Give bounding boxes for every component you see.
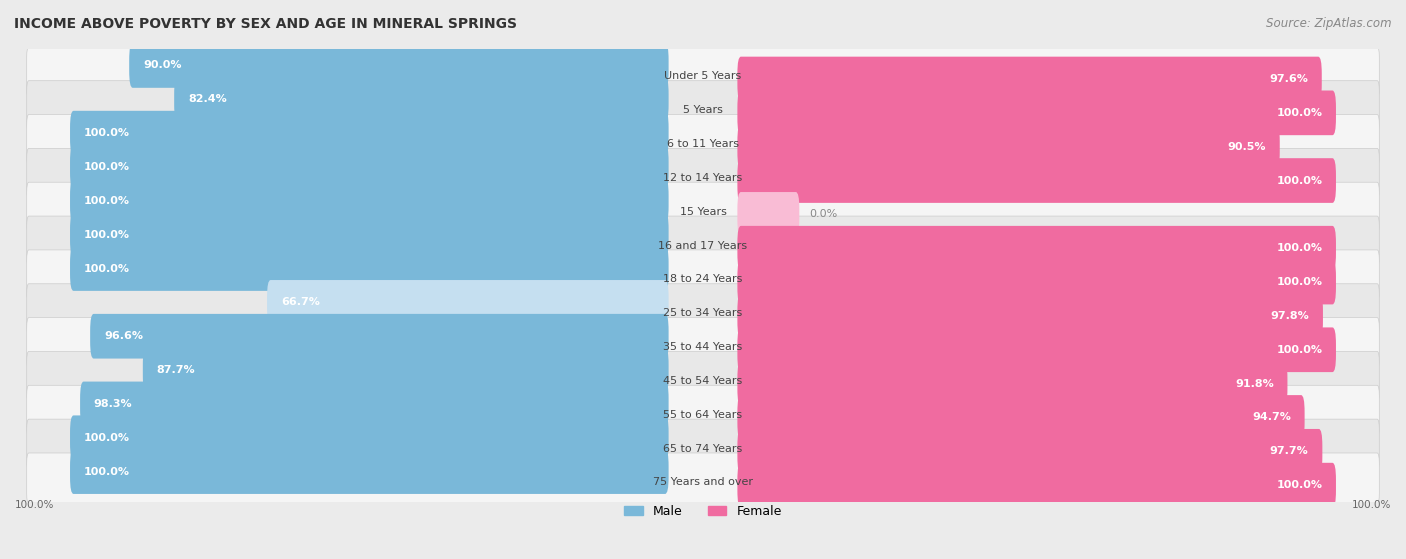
- Text: 100.0%: 100.0%: [15, 500, 55, 510]
- FancyBboxPatch shape: [737, 56, 1322, 101]
- FancyBboxPatch shape: [27, 182, 1379, 233]
- Text: 55 to 64 Years: 55 to 64 Years: [664, 410, 742, 420]
- Text: 65 to 74 Years: 65 to 74 Years: [664, 444, 742, 453]
- Text: 82.4%: 82.4%: [188, 94, 226, 105]
- FancyBboxPatch shape: [737, 260, 1336, 305]
- FancyBboxPatch shape: [267, 280, 669, 325]
- Text: 100.0%: 100.0%: [84, 230, 129, 240]
- Text: 90.0%: 90.0%: [143, 60, 181, 70]
- Text: 91.8%: 91.8%: [1234, 378, 1274, 389]
- Text: 100.0%: 100.0%: [84, 162, 129, 172]
- FancyBboxPatch shape: [27, 216, 1379, 267]
- FancyBboxPatch shape: [27, 47, 1379, 98]
- FancyBboxPatch shape: [143, 348, 669, 392]
- Text: 96.6%: 96.6%: [104, 331, 143, 341]
- FancyBboxPatch shape: [80, 382, 669, 427]
- FancyBboxPatch shape: [27, 80, 1379, 131]
- Text: 75 Years and over: 75 Years and over: [652, 477, 754, 487]
- Text: 97.8%: 97.8%: [1271, 311, 1309, 321]
- Text: 6 to 11 Years: 6 to 11 Years: [666, 139, 740, 149]
- FancyBboxPatch shape: [737, 361, 1288, 406]
- FancyBboxPatch shape: [737, 124, 1279, 169]
- FancyBboxPatch shape: [70, 246, 669, 291]
- FancyBboxPatch shape: [70, 449, 669, 494]
- FancyBboxPatch shape: [27, 284, 1379, 334]
- Text: 100.0%: 100.0%: [1277, 480, 1322, 490]
- FancyBboxPatch shape: [174, 77, 669, 122]
- Text: 18 to 24 Years: 18 to 24 Years: [664, 274, 742, 285]
- FancyBboxPatch shape: [70, 415, 669, 460]
- Text: 15 Years: 15 Years: [679, 207, 727, 217]
- FancyBboxPatch shape: [27, 250, 1379, 301]
- FancyBboxPatch shape: [737, 463, 1336, 508]
- Text: Source: ZipAtlas.com: Source: ZipAtlas.com: [1267, 17, 1392, 30]
- Text: 100.0%: 100.0%: [84, 433, 129, 443]
- Text: 100.0%: 100.0%: [1277, 277, 1322, 287]
- FancyBboxPatch shape: [737, 395, 1305, 440]
- Text: 87.7%: 87.7%: [156, 365, 195, 375]
- Text: 5 Years: 5 Years: [683, 105, 723, 115]
- Text: 100.0%: 100.0%: [84, 196, 129, 206]
- FancyBboxPatch shape: [737, 192, 800, 236]
- FancyBboxPatch shape: [27, 148, 1379, 199]
- Text: 97.7%: 97.7%: [1270, 446, 1309, 456]
- FancyBboxPatch shape: [737, 158, 1336, 203]
- FancyBboxPatch shape: [90, 314, 669, 358]
- Text: 66.7%: 66.7%: [281, 297, 319, 307]
- Text: 45 to 54 Years: 45 to 54 Years: [664, 376, 742, 386]
- Text: Under 5 Years: Under 5 Years: [665, 72, 741, 81]
- FancyBboxPatch shape: [70, 145, 669, 190]
- Text: 12 to 14 Years: 12 to 14 Years: [664, 173, 742, 183]
- FancyBboxPatch shape: [27, 352, 1379, 402]
- Text: 97.6%: 97.6%: [1270, 74, 1308, 84]
- FancyBboxPatch shape: [737, 293, 1323, 338]
- Text: 94.7%: 94.7%: [1251, 413, 1291, 423]
- Text: 100.0%: 100.0%: [1277, 108, 1322, 118]
- Text: 100.0%: 100.0%: [84, 128, 129, 138]
- FancyBboxPatch shape: [70, 178, 669, 223]
- Text: 100.0%: 100.0%: [1277, 345, 1322, 355]
- Text: 16 and 17 Years: 16 and 17 Years: [658, 240, 748, 250]
- FancyBboxPatch shape: [27, 385, 1379, 436]
- FancyBboxPatch shape: [737, 328, 1336, 372]
- Text: INCOME ABOVE POVERTY BY SEX AND AGE IN MINERAL SPRINGS: INCOME ABOVE POVERTY BY SEX AND AGE IN M…: [14, 17, 517, 31]
- Text: 98.3%: 98.3%: [94, 399, 132, 409]
- FancyBboxPatch shape: [737, 226, 1336, 271]
- Text: 90.5%: 90.5%: [1227, 141, 1265, 151]
- FancyBboxPatch shape: [737, 429, 1323, 473]
- Legend: Male, Female: Male, Female: [619, 500, 787, 523]
- FancyBboxPatch shape: [70, 111, 669, 155]
- FancyBboxPatch shape: [737, 91, 1336, 135]
- FancyBboxPatch shape: [129, 43, 669, 88]
- FancyBboxPatch shape: [27, 453, 1379, 504]
- Text: 100.0%: 100.0%: [1351, 500, 1391, 510]
- Text: 100.0%: 100.0%: [84, 263, 129, 273]
- Text: 100.0%: 100.0%: [84, 467, 129, 477]
- FancyBboxPatch shape: [27, 115, 1379, 165]
- FancyBboxPatch shape: [70, 212, 669, 257]
- Text: 0.0%: 0.0%: [810, 210, 838, 219]
- FancyBboxPatch shape: [27, 318, 1379, 368]
- Text: 100.0%: 100.0%: [1277, 243, 1322, 253]
- Text: 25 to 34 Years: 25 to 34 Years: [664, 308, 742, 318]
- Text: 100.0%: 100.0%: [1277, 176, 1322, 186]
- FancyBboxPatch shape: [27, 419, 1379, 470]
- Text: 35 to 44 Years: 35 to 44 Years: [664, 342, 742, 352]
